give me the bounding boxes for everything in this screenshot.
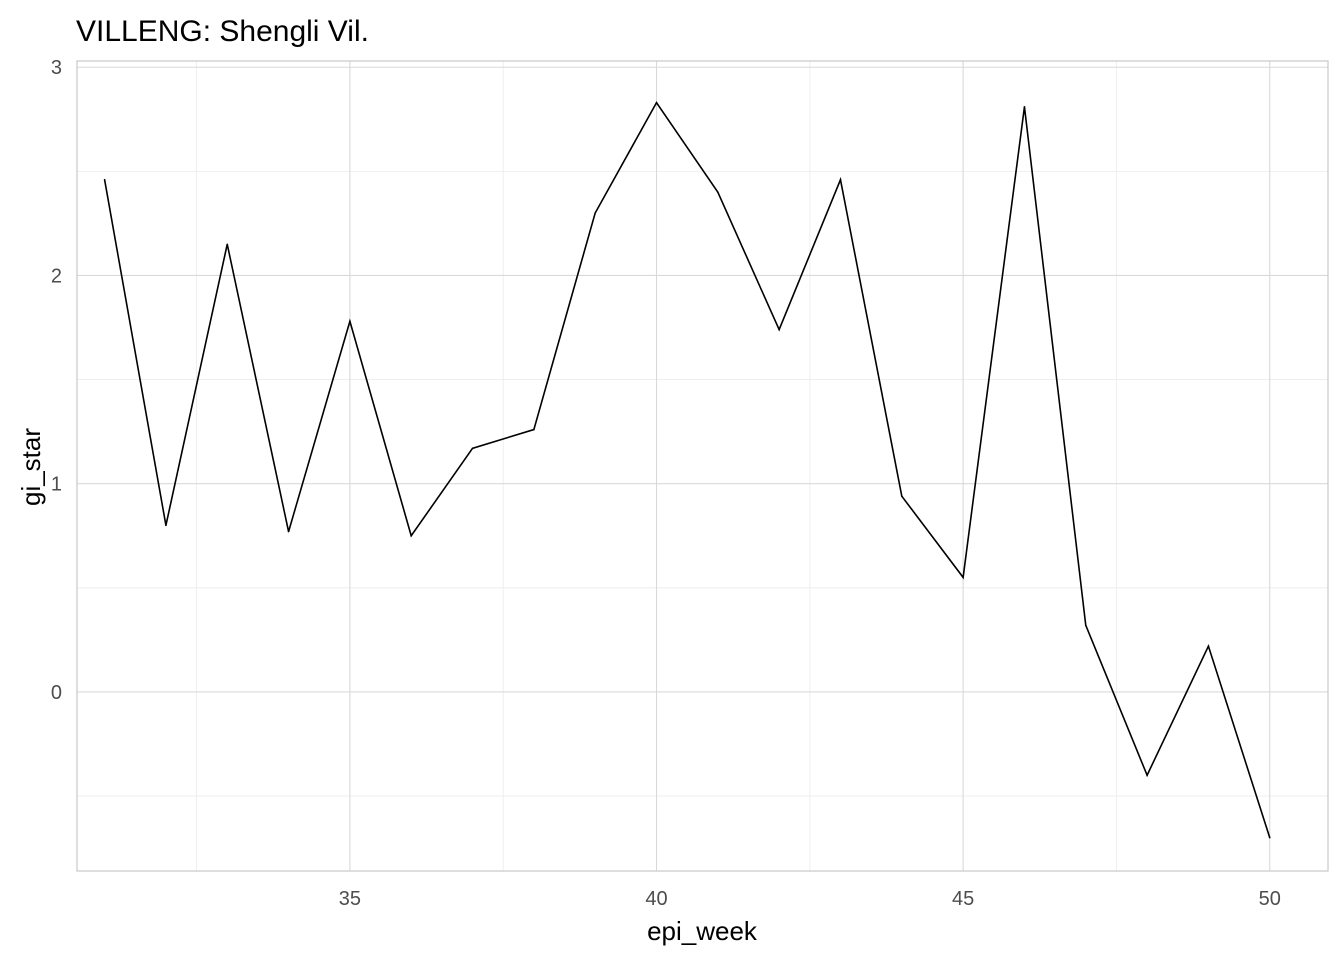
data-point (901, 495, 903, 497)
data-point (226, 243, 229, 246)
data-points (103, 101, 1271, 839)
x-tick-label: 50 (1259, 888, 1281, 910)
data-point (1084, 624, 1087, 627)
data-point (962, 576, 964, 579)
data-point (778, 328, 780, 331)
gridlines (77, 61, 1328, 871)
x-tick-label: 40 (645, 888, 667, 910)
y-tick-label: 2 (51, 265, 62, 287)
x-axis-title: epi_week (647, 916, 758, 946)
y-tick-label: 0 (51, 682, 62, 704)
data-point (349, 320, 351, 323)
data-point (103, 178, 106, 181)
data-point (717, 191, 719, 193)
data-point (1268, 836, 1271, 839)
x-axis-ticks: 35 40 45 50 (339, 888, 1281, 910)
y-tick-label: 3 (51, 57, 62, 79)
data-point (655, 101, 658, 104)
gi-star-series-line (103, 101, 1271, 838)
x-tick-label: 45 (952, 888, 974, 910)
x-tick-label: 35 (339, 888, 361, 910)
data-point (471, 447, 474, 450)
chart-title: VILLENG: Shengli Vil. (76, 15, 369, 48)
y-axis-title: gi_star (16, 428, 46, 506)
data-point (410, 534, 413, 537)
y-axis-ticks: 0 1 2 3 (51, 57, 62, 704)
plot-panel (76, 60, 1329, 872)
data-point (533, 428, 535, 431)
data-point (1207, 645, 1210, 647)
data-point (594, 212, 596, 214)
data-point (165, 524, 167, 527)
data-point (1023, 106, 1026, 108)
data-point (1146, 774, 1148, 777)
data-point (287, 530, 290, 533)
y-tick-label: 1 (51, 474, 62, 496)
data-point (839, 178, 842, 181)
